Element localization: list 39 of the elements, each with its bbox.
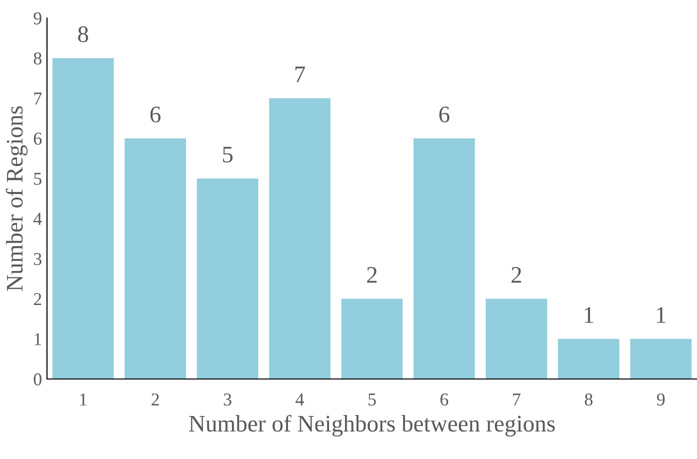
bar <box>52 58 114 379</box>
x-tick-label: 5 <box>368 394 376 406</box>
y-tick-label: 8 <box>34 52 42 65</box>
y-tick-label: 3 <box>34 252 42 266</box>
x-tick-label: 9 <box>656 393 665 406</box>
bar <box>558 338 620 379</box>
bar <box>269 98 330 379</box>
y-tick-label: 6 <box>34 132 42 145</box>
y-tick-label: 9 <box>34 12 42 24</box>
data-label: 7 <box>295 66 305 82</box>
bar <box>341 298 403 379</box>
x-tick-label: 4 <box>296 394 304 406</box>
bar <box>414 138 475 379</box>
data-label: 2 <box>367 267 377 283</box>
x-tick-label: 2 <box>152 393 159 406</box>
data-label: 1 <box>584 307 594 323</box>
x-tick-label: 3 <box>224 393 232 406</box>
bar <box>630 338 692 379</box>
bar <box>196 178 258 379</box>
y-axis-title: Number of Regions <box>6 106 28 291</box>
data-label: 6 <box>150 106 161 122</box>
data-label: 2 <box>512 267 522 283</box>
x-tick-label: 1 <box>80 394 87 406</box>
y-tick-label: 2 <box>34 293 42 306</box>
data-label: 1 <box>657 307 666 323</box>
bar <box>486 298 548 379</box>
x-tick-label: 8 <box>584 393 592 406</box>
y-tick-label: 0 <box>34 373 42 386</box>
y-tick-label: 4 <box>33 212 42 225</box>
x-tick-label: 7 <box>513 394 520 406</box>
x-tick-label: 6 <box>440 393 448 406</box>
y-tick-label: 1 <box>34 333 42 346</box>
data-label: 5 <box>223 146 233 163</box>
data-label: 6 <box>439 106 450 122</box>
y-tick-label: 5 <box>34 172 42 185</box>
x-axis-title: Number of Neighbors between regions <box>189 414 555 437</box>
data-label: 8 <box>78 26 88 42</box>
y-tick-label: 7 <box>34 92 42 104</box>
bar <box>124 138 186 379</box>
